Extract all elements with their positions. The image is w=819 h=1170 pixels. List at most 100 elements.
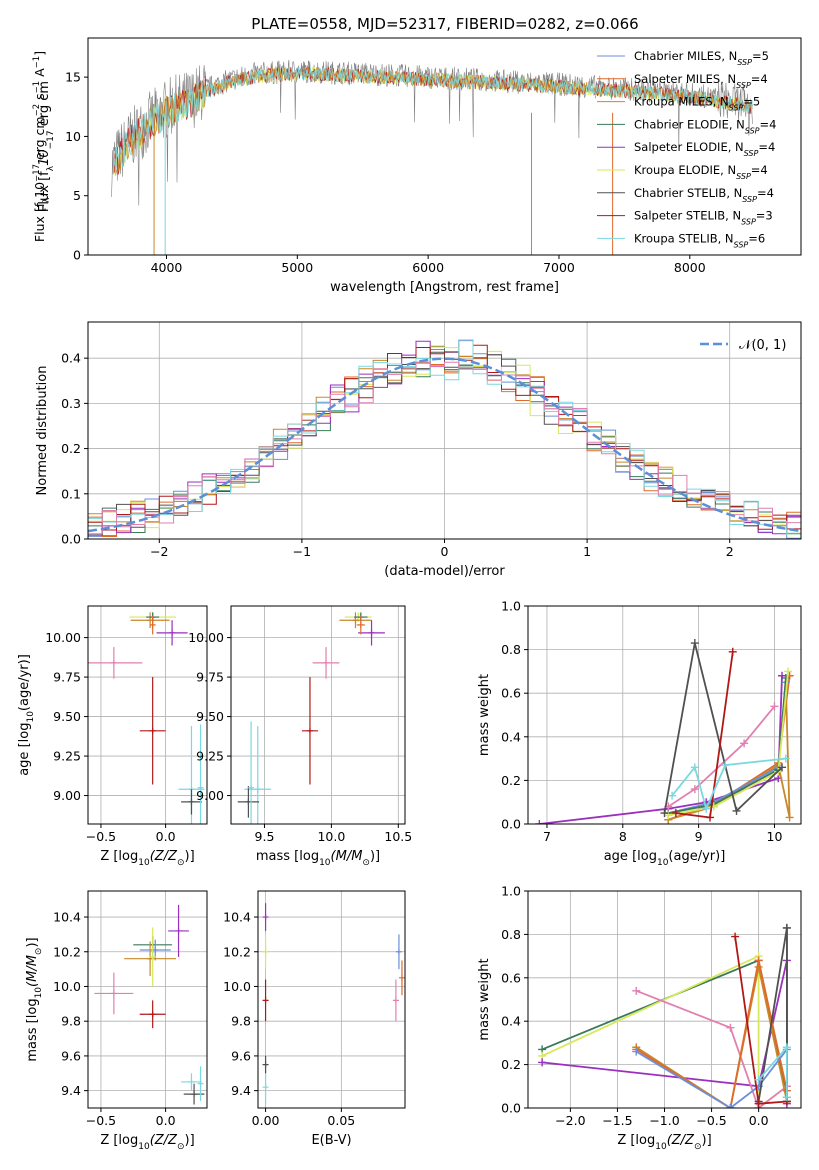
point-marker <box>149 621 156 628</box>
axes-frame <box>87 37 802 256</box>
series-marker <box>778 763 787 772</box>
y-tick-label: 9.4 <box>231 1083 251 1098</box>
y-tick-label: 9.00 <box>196 788 224 803</box>
point-marker <box>352 617 359 624</box>
error-bar-point <box>197 1066 204 1102</box>
plot-area <box>535 639 794 824</box>
legend-label: Kroupa ELODIE, NSSP=4 <box>634 163 768 181</box>
weight-series <box>731 932 791 1108</box>
axes-frame <box>527 605 802 825</box>
plot-area <box>111 59 753 255</box>
model-spectrum <box>113 66 753 176</box>
x-axis-label: (data-model)/error <box>384 564 505 579</box>
series-marker <box>668 791 677 800</box>
normal-curve <box>88 357 801 533</box>
x-tick-label: −1 <box>293 544 311 559</box>
series-marker <box>782 923 791 932</box>
y-tick-label: 9.8 <box>61 1014 81 1029</box>
x-tick-label: −1.5 <box>602 1113 632 1128</box>
axes-frame <box>230 605 406 825</box>
error-bar-point <box>139 677 166 785</box>
legend-label: Salpeter STELIB, NSSP=3 <box>634 209 773 227</box>
plot-area <box>538 923 791 1108</box>
y-tick-label: 9.75 <box>53 670 81 685</box>
point-marker <box>110 659 117 666</box>
plot-area <box>262 903 405 1105</box>
error-bar-point <box>197 724 204 824</box>
series-marker <box>632 1047 641 1056</box>
series-marker <box>690 785 699 794</box>
error-bar-point <box>262 1069 269 1105</box>
series-marker <box>660 809 669 818</box>
x-tick-label: −0.5 <box>86 829 116 844</box>
y-tick-label: 9.50 <box>196 709 224 724</box>
series-marker <box>782 1093 791 1102</box>
series-marker <box>781 673 790 682</box>
y-axis-label: mass weight <box>477 674 492 756</box>
point-marker <box>149 727 156 734</box>
legend-label: Kroupa MILES, NSSP=5 <box>634 95 760 113</box>
y-tick-label: 0.6 <box>501 686 521 701</box>
error-bar-point <box>262 979 269 1022</box>
series-line <box>668 671 789 817</box>
weight-series <box>754 1043 791 1102</box>
series-line <box>635 1048 788 1108</box>
error-bar-point <box>398 960 405 996</box>
error-bar-point <box>262 1055 269 1074</box>
panel-age_vs_mass: 9.5 10.0 10.5 9.00 9.25 9.50 9.75 10.00 mass [lo… <box>188 605 412 868</box>
x-tick-label: −1.0 <box>649 1113 679 1128</box>
series-marker <box>690 639 699 648</box>
y-tick-label: 10.00 <box>188 630 224 645</box>
series-marker <box>690 763 699 772</box>
series-marker <box>671 809 680 818</box>
y-tick-label: 10 <box>65 129 81 144</box>
x-axis-label: wavelength [Angstrom, rest frame] <box>330 280 559 295</box>
x-tick-label: 0.05 <box>327 1113 355 1128</box>
y-tick-label: 9.50 <box>53 709 81 724</box>
error-bar-point <box>149 615 156 635</box>
panel-age_vs_z: −0.5 0.0 9.00 9.25 9.50 9.75 10.00 Z [log10(Z/Z… <box>17 605 208 868</box>
plot-area <box>88 612 205 824</box>
x-tick-label: 6000 <box>412 260 444 275</box>
y-tick-label: 0.8 <box>501 927 521 942</box>
x-tick-label: 0.00 <box>252 1113 280 1128</box>
weight-series <box>668 754 790 813</box>
point-marker <box>323 659 330 666</box>
y-tick-label: 10.4 <box>53 910 81 925</box>
y-tick-label: 10.2 <box>223 944 251 959</box>
point-marker <box>188 798 195 805</box>
series-marker <box>740 739 749 748</box>
x-tick-label: 10.5 <box>384 829 412 844</box>
y-tick-label: 0.1 <box>61 486 81 501</box>
y-tick-label: 0.2 <box>61 441 81 456</box>
y-tick-label: 0.6 <box>501 970 521 985</box>
point-marker <box>248 784 255 791</box>
y-tick-label: 9.00 <box>53 788 81 803</box>
point-marker <box>262 948 269 955</box>
error-bar-point <box>181 789 202 815</box>
y-tick-label: 0.4 <box>61 351 81 366</box>
error-bar-point <box>124 941 176 977</box>
error-bar-point <box>312 647 340 679</box>
x-tick-label: 8000 <box>674 260 706 275</box>
x-tick-label: 9.5 <box>255 829 275 844</box>
x-tick-label: 0.0 <box>749 1113 769 1128</box>
point-marker <box>357 621 364 628</box>
y-tick-label: 0.2 <box>501 1057 521 1072</box>
y-tick-label: 10.00 <box>45 630 81 645</box>
error-bar-point <box>130 612 170 629</box>
point-marker <box>188 1078 195 1085</box>
error-bar-point <box>88 647 143 679</box>
y-tick-label: 10.0 <box>53 979 81 994</box>
x-tick-label: 7000 <box>543 260 575 275</box>
y-tick-label: 0 <box>73 248 81 263</box>
y-tick-label: 10.2 <box>53 944 81 959</box>
series-line <box>675 651 734 819</box>
panel-normed: −2 −1 0 1 2 0.0 0.1 0.2 0.3 0.4 (data-model)/error… <box>35 321 802 579</box>
y-tick-label: 5 <box>73 188 81 203</box>
series-marker <box>728 647 737 656</box>
weight-series <box>671 647 737 822</box>
panel-mass_vs_ebv: 0.00 0.05 9.4 9.6 9.8 10.0 10.2 10.4 E(B-V) <box>223 890 406 1148</box>
plot-area <box>237 612 385 824</box>
